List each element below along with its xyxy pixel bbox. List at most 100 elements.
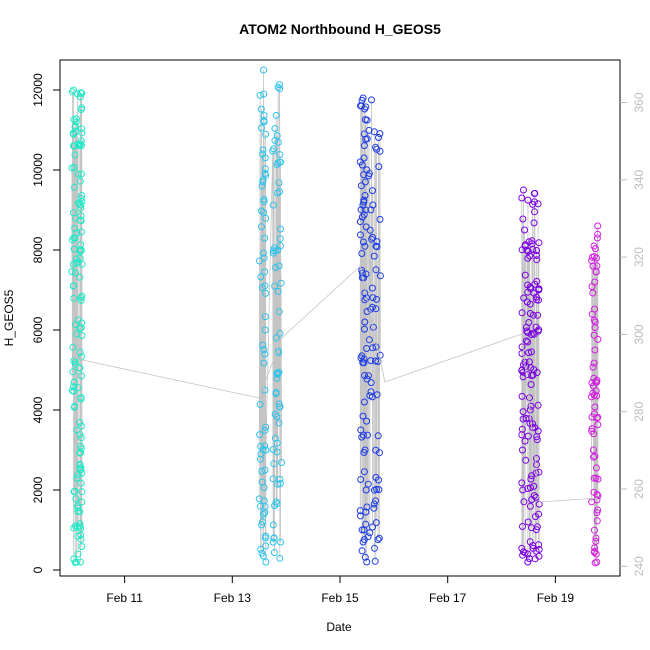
y-tick-label: 4000 [31, 396, 45, 423]
y-tick-label: 12000 [31, 73, 45, 107]
data-point [357, 476, 365, 483]
data-point [372, 143, 380, 151]
data-point [78, 292, 86, 300]
data-point [69, 209, 77, 217]
data-point [593, 509, 601, 517]
data-point [361, 325, 368, 333]
data-point [518, 194, 526, 202]
data-point [356, 512, 364, 520]
data-point [530, 289, 538, 297]
data-point [522, 337, 530, 345]
data-point [360, 211, 368, 219]
data-point [276, 329, 284, 337]
data-point [276, 188, 283, 196]
data-point [77, 395, 85, 403]
data-point [592, 534, 600, 542]
data-point [365, 336, 373, 344]
data-point [524, 248, 532, 255]
data-point [73, 115, 80, 123]
data-point [364, 533, 372, 541]
data-point [590, 526, 598, 534]
data-point [366, 529, 374, 537]
data-point [588, 425, 596, 433]
data-point [77, 294, 85, 302]
data-point [530, 482, 538, 490]
data-point [270, 247, 277, 255]
data-point [527, 331, 535, 339]
data-point [275, 179, 283, 187]
data-point [256, 91, 264, 99]
data-point [529, 246, 537, 253]
data-point [369, 344, 377, 352]
data-point [259, 518, 266, 526]
data-point [270, 145, 278, 153]
data-point [76, 273, 84, 281]
data-point [529, 420, 537, 428]
data-point [73, 474, 81, 482]
data-point [272, 498, 280, 506]
data-point [521, 241, 529, 249]
data-point [589, 262, 597, 270]
data-point [528, 237, 536, 245]
data-point [533, 247, 541, 254]
data-point [273, 374, 281, 382]
data-point [68, 88, 76, 96]
data-point [76, 348, 84, 356]
data-point [369, 323, 377, 331]
data-point [259, 341, 267, 349]
data-point [78, 192, 86, 199]
data-point [527, 285, 535, 293]
data-point [593, 234, 601, 242]
data-point [77, 217, 85, 225]
data-point [362, 270, 370, 278]
data-point [594, 421, 602, 429]
data-point [70, 378, 78, 386]
data-point [533, 277, 541, 285]
data-point [71, 487, 79, 495]
chart-title: ATOM2 Northbound H_GEOS5 [239, 21, 441, 37]
y-tick-label: 10000 [31, 153, 45, 187]
data-point [520, 498, 528, 506]
data-point [366, 226, 374, 234]
data-point [372, 357, 379, 365]
connector-line [72, 265, 599, 503]
data-point [78, 372, 85, 380]
data-point [373, 243, 381, 251]
data-point [529, 424, 537, 432]
x-tick-label: Feb 11 [106, 591, 143, 605]
data-point [588, 393, 595, 401]
data-point [594, 506, 602, 514]
data-point [262, 130, 270, 138]
data-point [358, 250, 366, 257]
data-point [356, 507, 364, 515]
data-point [257, 450, 265, 458]
data-point [370, 252, 378, 260]
data-point [589, 289, 597, 297]
data-point [76, 522, 84, 530]
data-point [272, 388, 280, 396]
data-point [360, 359, 368, 367]
x-tick-label: Feb 15 [321, 591, 359, 605]
data-point [78, 319, 86, 327]
y-tick-label: 6000 [31, 316, 45, 343]
y-tick-label: 2000 [31, 476, 45, 503]
data-point [588, 413, 596, 421]
data-point [77, 479, 85, 487]
data-point [534, 311, 542, 319]
data-point [535, 286, 543, 293]
data-point [518, 479, 526, 487]
data-point [276, 403, 284, 411]
data-point [376, 272, 384, 280]
data-point [68, 268, 76, 276]
data-point [533, 455, 540, 462]
data-point [275, 419, 283, 427]
y2-tick-label: 340 [632, 169, 646, 189]
data-point [375, 163, 383, 171]
data-point [71, 559, 79, 567]
data-point [361, 289, 369, 297]
y2-tick-label: 360 [632, 92, 646, 112]
data-point [520, 186, 527, 194]
data-point [594, 475, 602, 483]
data-point [275, 400, 283, 408]
data-point [520, 294, 528, 302]
